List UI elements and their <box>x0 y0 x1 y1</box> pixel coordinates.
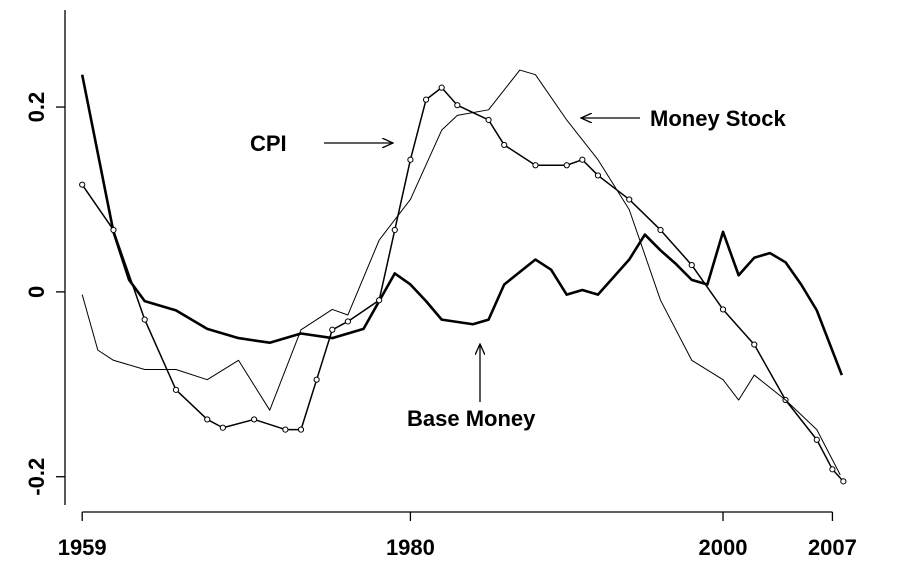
y-tick-label: -0.2 <box>24 458 49 496</box>
series-marker <box>563 162 570 169</box>
series-marker <box>829 466 836 473</box>
x-tick-label: 1980 <box>386 535 435 560</box>
series-marker <box>407 156 414 163</box>
series-marker <box>422 96 430 103</box>
series-marker <box>219 424 226 431</box>
series-marker <box>438 84 445 91</box>
y-tick-label: 0 <box>24 286 49 298</box>
series-marker <box>313 376 320 383</box>
series-marker <box>657 226 664 234</box>
series-marker <box>454 102 461 109</box>
series-marker <box>79 181 86 188</box>
series-marker <box>391 226 398 234</box>
series-marker <box>297 426 305 433</box>
annotation: Base Money <box>407 406 536 431</box>
series-marker <box>376 297 383 304</box>
series-marker <box>594 172 602 179</box>
series-marker <box>751 341 758 348</box>
series-marker <box>329 326 336 333</box>
series-marker <box>501 141 508 149</box>
series-marker <box>204 416 211 423</box>
series-marker <box>110 226 117 234</box>
series-marker <box>485 116 492 124</box>
series-marker <box>579 156 586 163</box>
x-tick-label: 1959 <box>58 535 107 560</box>
series-marker <box>532 162 539 169</box>
annotation: CPI <box>250 131 287 156</box>
series-marker <box>626 196 633 203</box>
series-marker <box>251 416 258 423</box>
series-line <box>81 69 841 476</box>
series-marker <box>719 306 727 313</box>
series-line <box>80 74 844 376</box>
series-marker <box>172 386 180 393</box>
x-tick-label: 2007 <box>808 535 857 560</box>
series-marker <box>282 426 289 433</box>
y-tick-label: 0.2 <box>24 92 49 123</box>
series-marker <box>688 261 695 269</box>
x-tick-label: 2000 <box>699 535 748 560</box>
annotation: Money Stock <box>650 106 786 131</box>
series-marker <box>813 436 820 443</box>
series-marker <box>344 318 351 325</box>
series-marker <box>840 478 847 485</box>
series-marker <box>141 316 148 323</box>
